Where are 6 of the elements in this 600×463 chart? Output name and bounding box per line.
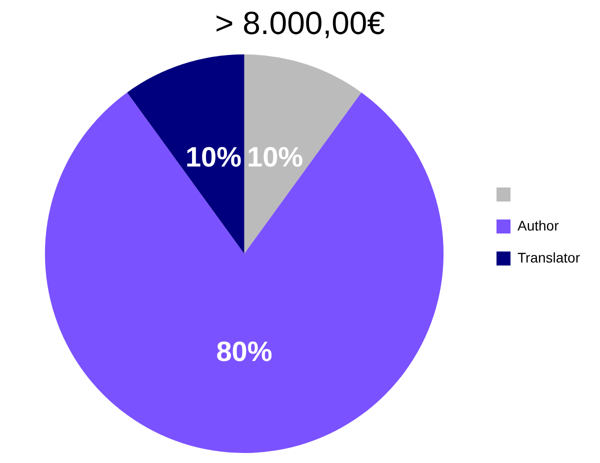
data-label: 80% [216,336,272,368]
legend-label: Author [518,217,560,234]
legend-label: Translator [518,249,580,266]
data-label: 10% [185,142,242,173]
chart-title: > 8.000,00€ [215,5,386,42]
data-label: 10% [247,142,304,173]
